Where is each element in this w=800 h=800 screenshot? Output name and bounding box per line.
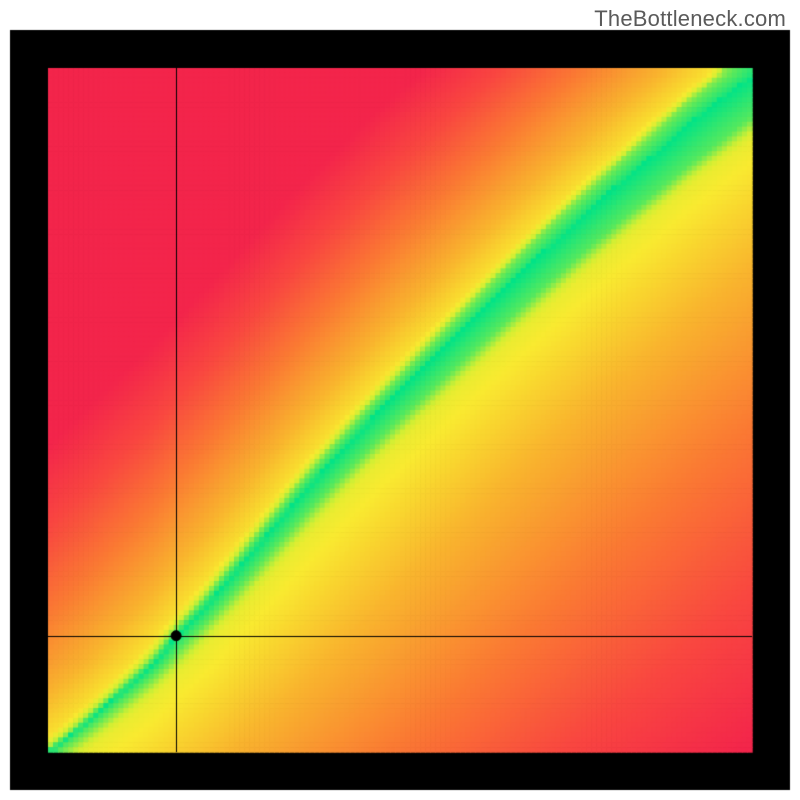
watermark-text: TheBottleneck.com	[594, 6, 786, 32]
heatmap-canvas	[0, 0, 800, 800]
